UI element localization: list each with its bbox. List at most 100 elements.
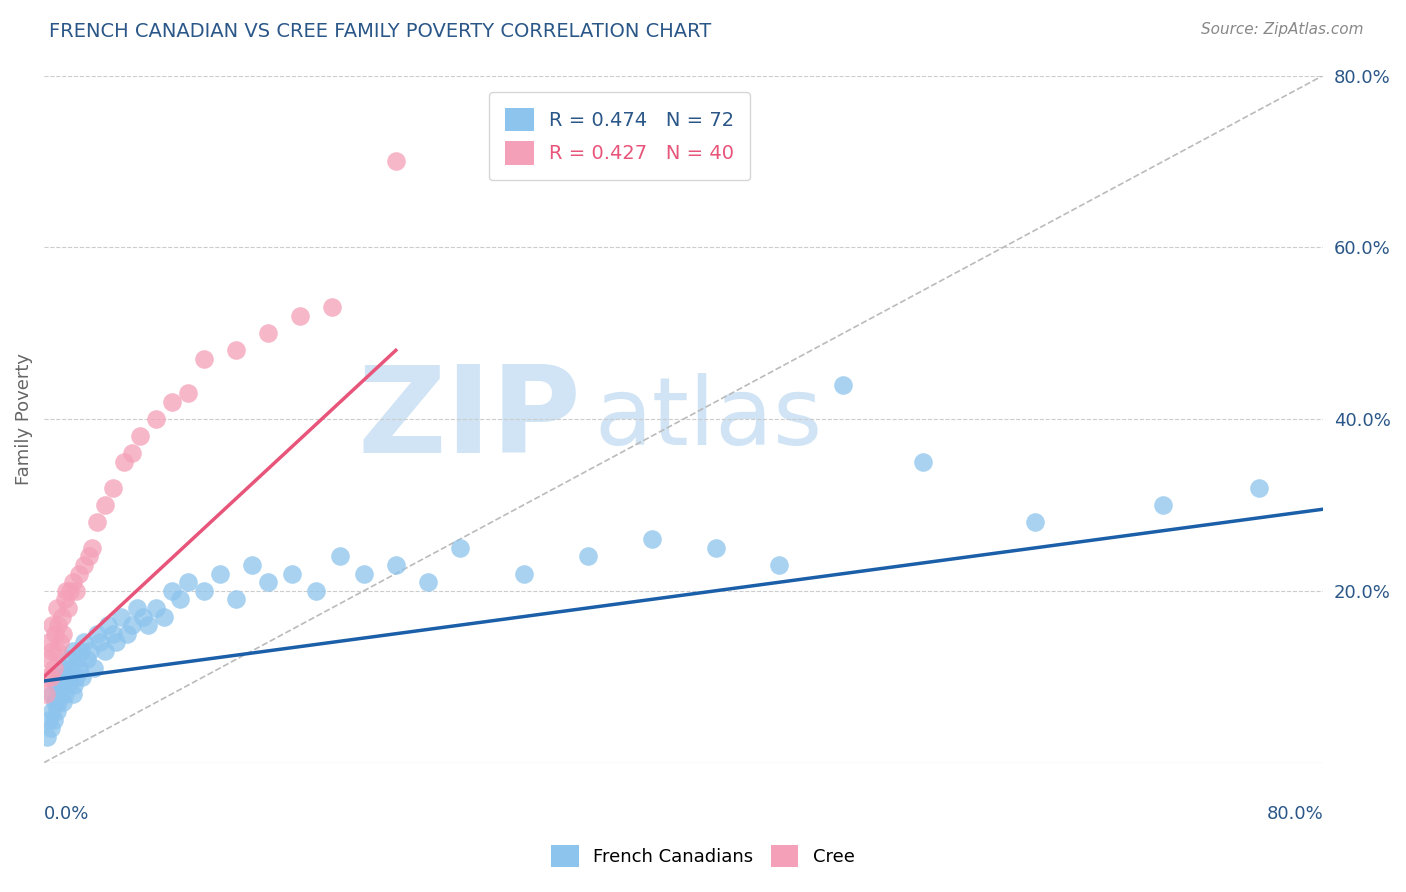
Text: 80.0%: 80.0% — [1267, 805, 1323, 823]
Point — [59, 670, 82, 684]
Point — [257, 326, 280, 340]
Point — [52, 626, 75, 640]
Point — [72, 670, 94, 684]
Point — [225, 343, 247, 358]
Point — [94, 498, 117, 512]
Point — [49, 635, 72, 649]
Point — [101, 626, 124, 640]
Point — [62, 644, 84, 658]
Point — [240, 558, 263, 572]
Point — [329, 549, 352, 564]
Point — [385, 154, 408, 169]
Point — [52, 695, 75, 709]
Point — [121, 618, 143, 632]
Point — [66, 652, 89, 666]
Point — [129, 429, 152, 443]
Point — [67, 566, 90, 581]
Point — [160, 395, 183, 409]
Point — [38, 635, 60, 649]
Point — [45, 601, 67, 615]
Point — [177, 386, 200, 401]
Point — [136, 618, 159, 632]
Legend: R = 0.474   N = 72, R = 0.427   N = 40: R = 0.474 N = 72, R = 0.427 N = 40 — [489, 92, 749, 180]
Point — [77, 549, 100, 564]
Point — [225, 592, 247, 607]
Point — [53, 687, 76, 701]
Point — [115, 626, 138, 640]
Point — [704, 541, 727, 555]
Point — [42, 661, 65, 675]
Point — [80, 541, 103, 555]
Point — [257, 575, 280, 590]
Text: atlas: atlas — [595, 373, 823, 465]
Point — [160, 583, 183, 598]
Point — [56, 601, 79, 615]
Point — [193, 583, 215, 598]
Point — [449, 541, 471, 555]
Point — [41, 687, 63, 701]
Point — [94, 644, 117, 658]
Text: Source: ZipAtlas.com: Source: ZipAtlas.com — [1201, 22, 1364, 37]
Point — [169, 592, 191, 607]
Point — [112, 455, 135, 469]
Point — [79, 644, 101, 658]
Text: 0.0%: 0.0% — [44, 805, 90, 823]
Point — [62, 687, 84, 701]
Point — [512, 566, 534, 581]
Point — [416, 575, 439, 590]
Point — [640, 533, 662, 547]
Point — [52, 661, 75, 675]
Point — [65, 670, 87, 684]
Point — [76, 652, 98, 666]
Point — [73, 635, 96, 649]
Point — [89, 635, 111, 649]
Point — [73, 558, 96, 572]
Point — [35, 687, 58, 701]
Point — [59, 583, 82, 598]
Point — [193, 351, 215, 366]
Point — [41, 618, 63, 632]
Point — [1152, 498, 1174, 512]
Text: ZIP: ZIP — [357, 360, 581, 477]
Point — [832, 377, 855, 392]
Y-axis label: Family Poverty: Family Poverty — [15, 353, 32, 485]
Point — [55, 583, 77, 598]
Point — [305, 583, 328, 598]
Point — [1247, 481, 1270, 495]
Point — [38, 652, 60, 666]
Point — [39, 721, 62, 735]
Point — [208, 566, 231, 581]
Point — [281, 566, 304, 581]
Point — [145, 412, 167, 426]
Point — [125, 601, 148, 615]
Point — [60, 661, 83, 675]
Point — [110, 609, 132, 624]
Point — [132, 609, 155, 624]
Point — [321, 301, 343, 315]
Point — [97, 618, 120, 632]
Point — [48, 695, 70, 709]
Point — [37, 670, 59, 684]
Point — [83, 661, 105, 675]
Point — [145, 601, 167, 615]
Point — [56, 652, 79, 666]
Point — [121, 446, 143, 460]
Point — [576, 549, 599, 564]
Point — [51, 609, 73, 624]
Point — [86, 515, 108, 529]
Point — [48, 618, 70, 632]
Point — [45, 704, 67, 718]
Point — [101, 481, 124, 495]
Legend: French Canadians, Cree: French Canadians, Cree — [544, 838, 862, 874]
Point — [37, 730, 59, 744]
Point — [153, 609, 176, 624]
Point — [44, 695, 66, 709]
Point — [49, 670, 72, 684]
Point — [49, 687, 72, 701]
Point — [41, 644, 63, 658]
Point — [67, 661, 90, 675]
Point — [70, 644, 93, 658]
Point — [105, 635, 128, 649]
Point — [63, 678, 86, 692]
Point — [353, 566, 375, 581]
